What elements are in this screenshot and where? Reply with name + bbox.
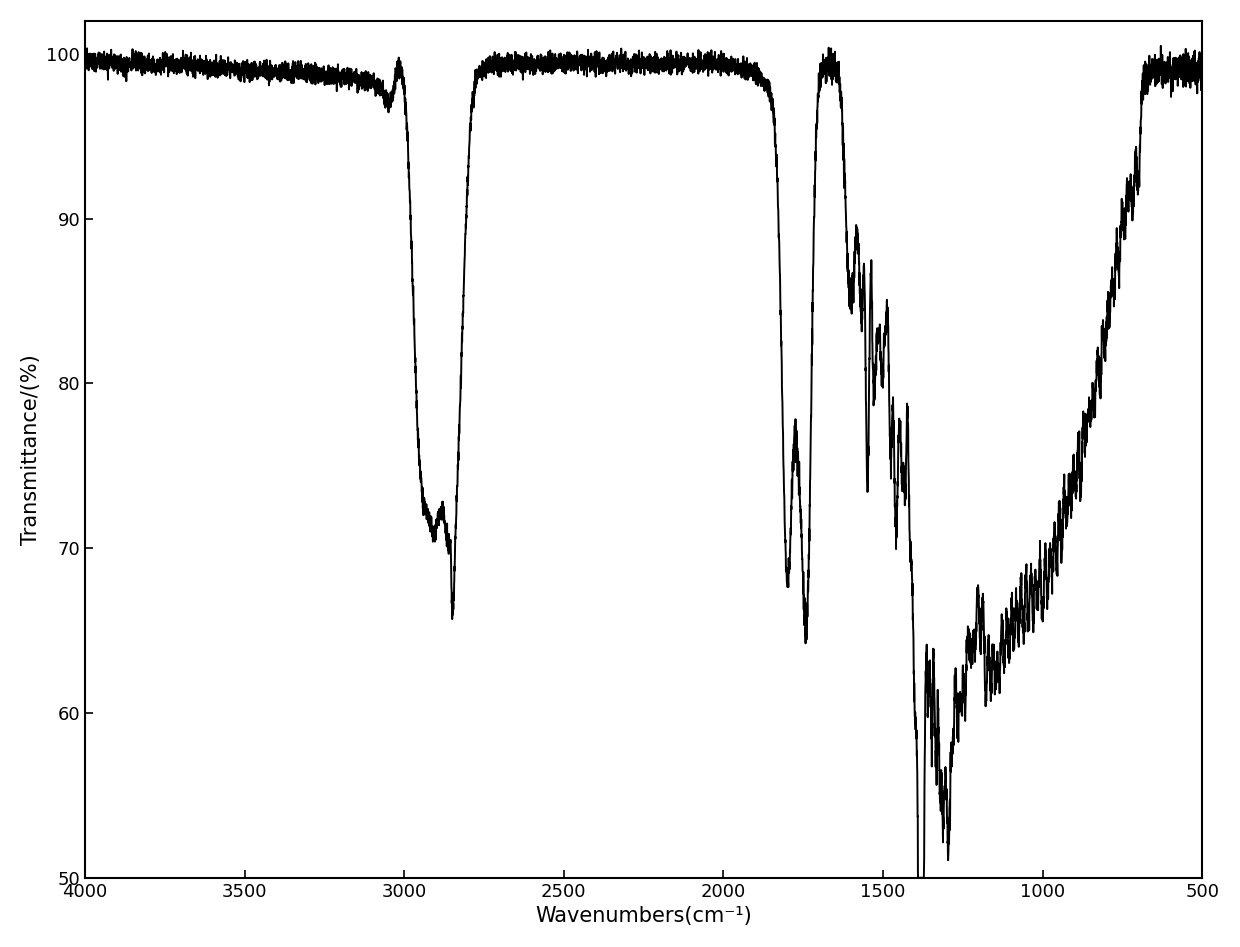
X-axis label: Wavenumbers(cm⁻¹): Wavenumbers(cm⁻¹) xyxy=(536,906,751,926)
Y-axis label: Transmittance/(%): Transmittance/(%) xyxy=(21,354,41,545)
